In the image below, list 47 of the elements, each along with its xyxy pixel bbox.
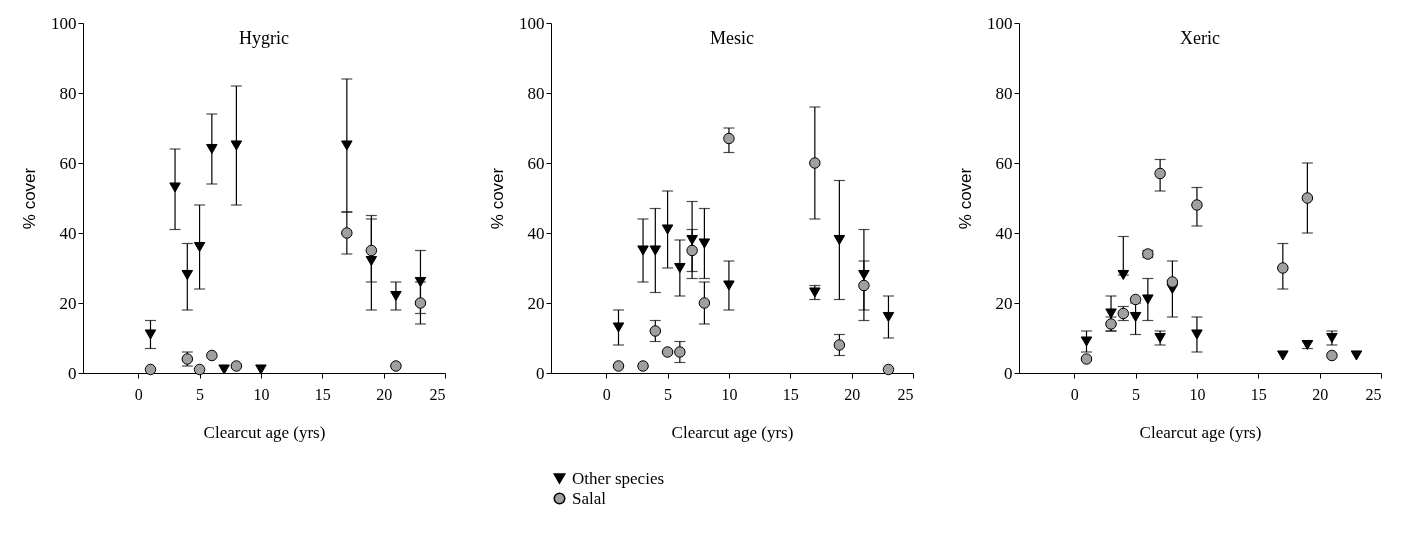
y-tick-label: 60 <box>527 153 545 173</box>
chart-title: Xeric <box>1180 28 1220 48</box>
legend-label: Salal <box>572 488 607 508</box>
x-tick-label: 0 <box>602 385 611 403</box>
y-tick-label: 40 <box>995 223 1013 243</box>
x-tick-label: 15 <box>782 385 799 403</box>
y-tick-label: 0 <box>1004 363 1013 383</box>
y-tick-label: 100 <box>519 13 545 33</box>
x-tick-label: 20 <box>1312 385 1329 403</box>
x-tick-label: 25 <box>1365 385 1382 403</box>
x-tick-label: 5 <box>196 385 205 403</box>
chart-title: Hygric <box>239 28 289 48</box>
x-tick-label: 10 <box>253 385 270 403</box>
x-tick-label: 5 <box>1132 385 1141 403</box>
y-tick-label: 0 <box>68 363 77 383</box>
y-tick-label: 80 <box>995 83 1013 103</box>
y-tick-label: 40 <box>59 223 77 243</box>
x-axis-title: Clearcut age (yrs) <box>203 422 326 442</box>
x-tick-label: 20 <box>844 385 861 403</box>
y-tick-label: 0 <box>536 363 545 383</box>
y-tick-label: 80 <box>59 83 77 103</box>
x-tick-label: 15 <box>314 385 331 403</box>
y-axis-title: % cover <box>488 167 507 230</box>
x-tick-label: 20 <box>376 385 393 403</box>
y-tick-label: 100 <box>987 13 1013 33</box>
y-tick-label: 20 <box>59 293 77 313</box>
y-tick-label: 20 <box>527 293 545 313</box>
x-tick-label: 10 <box>1189 385 1206 403</box>
chart-title: Mesic <box>710 28 754 48</box>
x-tick-label: 15 <box>1250 385 1267 403</box>
y-tick-label: 60 <box>995 153 1013 173</box>
x-tick-label: 10 <box>721 385 738 403</box>
x-tick-label: 25 <box>429 385 446 403</box>
x-tick-label: 25 <box>897 385 914 403</box>
legend-label: Other species <box>572 468 665 488</box>
x-tick-label: 5 <box>664 385 673 403</box>
y-axis-title: % cover <box>20 167 39 230</box>
x-tick-label: 0 <box>134 385 143 403</box>
y-tick-label: 40 <box>527 223 545 243</box>
y-tick-label: 20 <box>995 293 1013 313</box>
y-axis-title: % cover <box>956 167 975 230</box>
x-axis-title: Clearcut age (yrs) <box>671 422 794 442</box>
y-tick-label: 80 <box>527 83 545 103</box>
y-tick-label: 60 <box>59 153 77 173</box>
x-axis-title: Clearcut age (yrs) <box>1139 422 1262 442</box>
x-tick-label: 0 <box>1070 385 1079 403</box>
y-tick-label: 100 <box>51 13 77 33</box>
